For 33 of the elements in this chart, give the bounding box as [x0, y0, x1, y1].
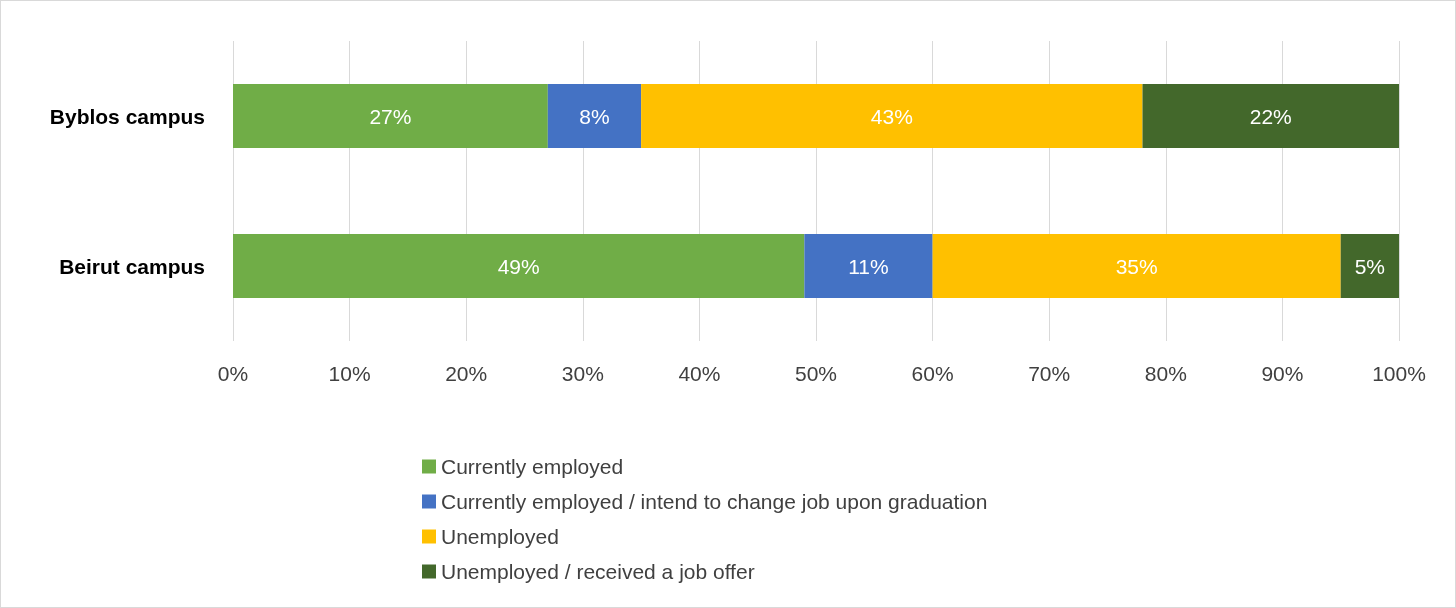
- bar: [1142, 84, 1399, 148]
- data-label: 35%: [1115, 254, 1158, 278]
- data-label: 5%: [1354, 254, 1386, 278]
- x-tick-label: 50%: [794, 362, 838, 385]
- y-tick-label: Byblos campus: [49, 104, 205, 128]
- x-tick-label: 10%: [328, 362, 371, 385]
- data-label: 27%: [369, 104, 412, 128]
- legend-label: Unemployed / received a job offer: [441, 560, 755, 583]
- bar: [804, 234, 933, 298]
- data-label: 8%: [579, 104, 610, 128]
- x-tick-label: 20%: [445, 362, 488, 385]
- bar: [233, 234, 805, 298]
- bar: [547, 84, 642, 148]
- bar: [641, 84, 1143, 148]
- y-tick-label: Beirut campus: [59, 254, 205, 278]
- x-tick-label: 60%: [911, 362, 954, 385]
- x-tick-label: 80%: [1144, 362, 1187, 385]
- data-label: 11%: [848, 254, 889, 278]
- bar: [233, 84, 548, 148]
- x-tick-label: 0%: [217, 362, 249, 385]
- legend-label: Currently employed: [441, 455, 624, 478]
- x-tick-label: 30%: [561, 362, 604, 385]
- data-label: 49%: [497, 254, 540, 278]
- x-tick-label: 70%: [1028, 362, 1071, 385]
- bar: [1340, 234, 1399, 298]
- data-label: 22%: [1249, 104, 1292, 128]
- data-label: 43%: [870, 104, 913, 128]
- x-tick-label: 40%: [678, 362, 721, 385]
- bar: [932, 234, 1341, 298]
- x-tick-label: 90%: [1261, 362, 1304, 385]
- x-tick-label: 100%: [1372, 362, 1426, 385]
- legend-label: Currently employed / intend to change job upon graduation: [441, 490, 988, 513]
- legend-label: Unemployed: [441, 525, 559, 548]
